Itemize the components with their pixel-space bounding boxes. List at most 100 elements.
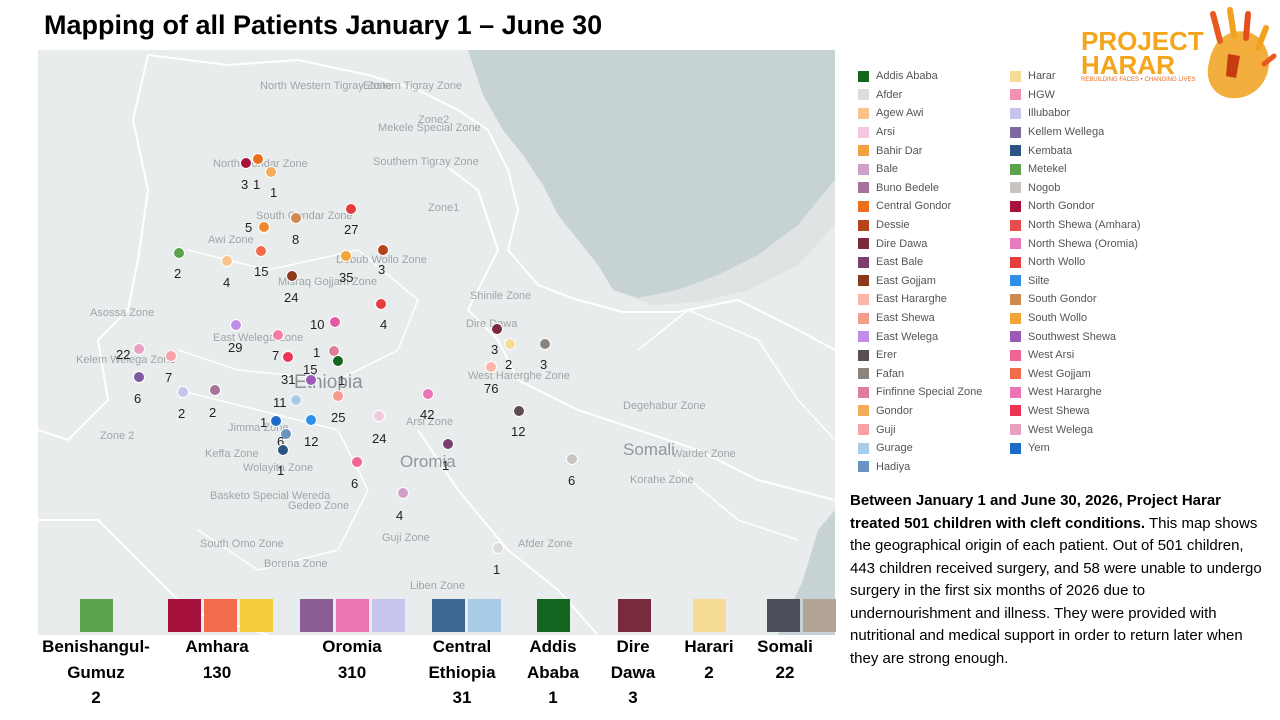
patient-location-dot[interactable] — [422, 388, 434, 400]
patient-location-dot[interactable] — [173, 247, 185, 259]
legend-item[interactable]: North Gondor — [1010, 197, 1141, 216]
legend-item[interactable]: Guji — [858, 420, 982, 439]
legend-item[interactable]: Gurage — [858, 439, 982, 458]
legend-item[interactable]: Erer — [858, 346, 982, 365]
legend-item[interactable]: Dessie — [858, 216, 982, 235]
map-label: Somali — [623, 440, 675, 459]
region-label: Amhara 130 — [185, 637, 249, 682]
legend-item[interactable]: Agew Awi — [858, 104, 982, 123]
region-color-swatch — [204, 599, 237, 632]
legend-item[interactable]: Afder — [858, 86, 982, 105]
legend-item[interactable]: East Welega — [858, 327, 982, 346]
legend-label: Yem — [1028, 442, 1050, 455]
legend-label: Agew Awi — [876, 107, 924, 120]
patient-count-label: 5 — [245, 220, 253, 235]
patient-location-dot[interactable] — [375, 298, 387, 310]
patient-location-dot[interactable] — [305, 374, 317, 386]
patient-location-dot[interactable] — [566, 453, 578, 465]
legend-item[interactable]: Southwest Shewa — [1010, 327, 1141, 346]
patient-location-dot[interactable] — [177, 386, 189, 398]
patient-location-dot[interactable] — [504, 338, 516, 350]
legend-item[interactable]: Illubabor — [1010, 104, 1141, 123]
map[interactable]: North Western Tigray Zone Eastern Tigray … — [38, 50, 835, 635]
patient-location-dot[interactable] — [332, 390, 344, 402]
patient-count-label: 1 — [313, 345, 321, 360]
patient-location-dot[interactable] — [329, 316, 341, 328]
patient-location-dot[interactable] — [397, 487, 409, 499]
patient-location-dot[interactable] — [345, 203, 357, 215]
patient-location-dot[interactable] — [230, 319, 242, 331]
legend-item[interactable]: West Gojjam — [1010, 365, 1141, 384]
patient-location-dot[interactable] — [332, 355, 344, 367]
legend-item[interactable]: Silte — [1010, 272, 1141, 291]
patient-location-dot[interactable] — [240, 157, 252, 169]
legend-item[interactable]: North Wollo — [1010, 253, 1141, 272]
patient-location-dot[interactable] — [305, 414, 317, 426]
legend-item[interactable]: Kembata — [1010, 141, 1141, 160]
patient-location-dot[interactable] — [252, 153, 264, 165]
legend-label: South Wollo — [1028, 312, 1088, 325]
patient-location-dot[interactable] — [286, 270, 298, 282]
patient-location-dot[interactable] — [255, 245, 267, 257]
legend-item[interactable]: West Welega — [1010, 420, 1141, 439]
legend-item[interactable]: Bale — [858, 160, 982, 179]
legend-item[interactable]: Harar — [1010, 67, 1141, 86]
patient-location-dot[interactable] — [258, 221, 270, 233]
legend-item[interactable]: East Bale — [858, 253, 982, 272]
patient-location-dot[interactable] — [290, 212, 302, 224]
legend-item[interactable]: Nogob — [1010, 179, 1141, 198]
legend-item[interactable]: South Wollo — [1010, 309, 1141, 328]
legend-item[interactable]: Hadiya — [858, 457, 982, 476]
legend-item[interactable]: Addis Ababa — [858, 67, 982, 86]
patient-location-dot[interactable] — [442, 438, 454, 450]
patient-location-dot[interactable] — [209, 384, 221, 396]
legend-item[interactable]: North Shewa (Amhara) — [1010, 216, 1141, 235]
legend-item[interactable]: Kellem Wellega — [1010, 123, 1141, 142]
legend-item[interactable]: Gondor — [858, 402, 982, 421]
legend-label: HGW — [1028, 88, 1055, 101]
legend-item[interactable]: Yem — [1010, 439, 1141, 458]
legend-swatch — [1010, 182, 1021, 194]
patient-location-dot[interactable] — [221, 255, 233, 267]
patient-location-dot[interactable] — [270, 415, 282, 427]
patient-location-dot[interactable] — [165, 350, 177, 362]
legend-item[interactable]: HGW — [1010, 86, 1141, 105]
patient-location-dot[interactable] — [491, 323, 503, 335]
patient-location-dot[interactable] — [282, 351, 294, 363]
patient-location-dot[interactable] — [133, 371, 145, 383]
patient-location-dot[interactable] — [340, 250, 352, 262]
legend-item[interactable]: West Hararghe — [1010, 383, 1141, 402]
legend-item[interactable]: North Shewa (Oromia) — [1010, 234, 1141, 253]
patient-location-dot[interactable] — [485, 361, 497, 373]
legend-item[interactable]: Buno Bedele — [858, 179, 982, 198]
legend-item[interactable]: Bahir Dar — [858, 141, 982, 160]
patient-location-dot[interactable] — [133, 343, 145, 355]
legend-label: Dessie — [876, 219, 910, 232]
legend-item[interactable]: East Hararghe — [858, 290, 982, 309]
patient-location-dot[interactable] — [513, 405, 525, 417]
legend-item[interactable]: Central Gondor — [858, 197, 982, 216]
legend-item[interactable]: South Gondor — [1010, 290, 1141, 309]
patient-count-label: 10 — [310, 317, 325, 332]
patient-location-dot[interactable] — [280, 428, 292, 440]
patient-location-dot[interactable] — [492, 542, 504, 554]
legend-item[interactable]: West Arsi — [1010, 346, 1141, 365]
legend-item[interactable]: West Shewa — [1010, 402, 1141, 421]
patient-location-dot[interactable] — [265, 166, 277, 178]
legend-item[interactable]: Arsi — [858, 123, 982, 142]
patient-count-label: 3 — [241, 177, 249, 192]
patient-location-dot[interactable] — [277, 444, 289, 456]
patient-location-dot[interactable] — [373, 410, 385, 422]
patient-location-dot[interactable] — [272, 329, 284, 341]
legend-item[interactable]: East Shewa — [858, 309, 982, 328]
legend-item[interactable]: Dire Dawa — [858, 234, 982, 253]
patient-count-label: 31 — [281, 372, 296, 387]
patient-location-dot[interactable] — [377, 244, 389, 256]
legend-item[interactable]: East Gojjam — [858, 272, 982, 291]
legend-item[interactable]: Metekel — [1010, 160, 1141, 179]
patient-location-dot[interactable] — [539, 338, 551, 350]
patient-location-dot[interactable] — [290, 394, 302, 406]
legend-item[interactable]: Finfinne Special Zone — [858, 383, 982, 402]
patient-location-dot[interactable] — [351, 456, 363, 468]
legend-item[interactable]: Fafan — [858, 365, 982, 384]
